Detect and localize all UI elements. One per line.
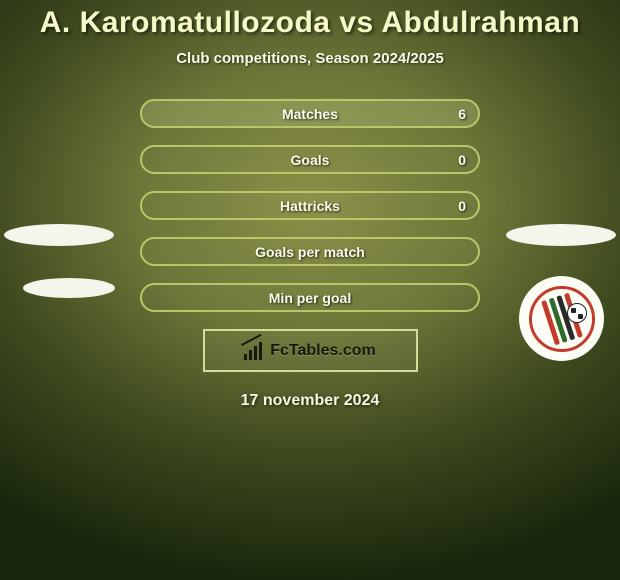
stat-row: Goals per match <box>140 237 480 266</box>
team-logo <box>519 276 604 361</box>
stat-label: Min per goal <box>269 290 351 306</box>
stat-label: Matches <box>282 106 338 122</box>
stat-row: Goals 0 <box>140 145 480 174</box>
player-left-ellipse-2 <box>23 278 115 298</box>
content-wrapper: A. Karomatullozoda vs Abdulrahman Club c… <box>0 0 620 580</box>
stat-row: Hattricks 0 <box>140 191 480 220</box>
stat-row: Matches 6 <box>140 99 480 128</box>
stats-area: Matches 6 Goals 0 Hattricks 0 Goals per match M… <box>0 99 620 312</box>
soccer-ball-icon <box>567 303 587 323</box>
date-text: 17 november 2024 <box>0 392 620 410</box>
stat-value: 0 <box>458 152 466 168</box>
player-left-ellipse-1 <box>4 224 114 246</box>
brand-box[interactable]: FcTables.com <box>203 329 418 372</box>
stat-label: Goals <box>291 152 330 168</box>
stats-bars: Matches 6 Goals 0 Hattricks 0 Goals per match M… <box>140 99 480 312</box>
stat-label: Hattricks <box>280 198 340 214</box>
player-right-ellipse <box>506 224 616 246</box>
stat-value: 6 <box>458 106 466 122</box>
team-logo-inner <box>529 286 595 352</box>
stat-label: Goals per match <box>255 244 365 260</box>
brand-text: FcTables.com <box>270 342 376 360</box>
stat-value: 0 <box>458 198 466 214</box>
stat-row: Min per goal <box>140 283 480 312</box>
chart-icon <box>244 342 264 360</box>
page-title: A. Karomatullozoda vs Abdulrahman <box>0 6 620 40</box>
page-subtitle: Club competitions, Season 2024/2025 <box>0 50 620 67</box>
